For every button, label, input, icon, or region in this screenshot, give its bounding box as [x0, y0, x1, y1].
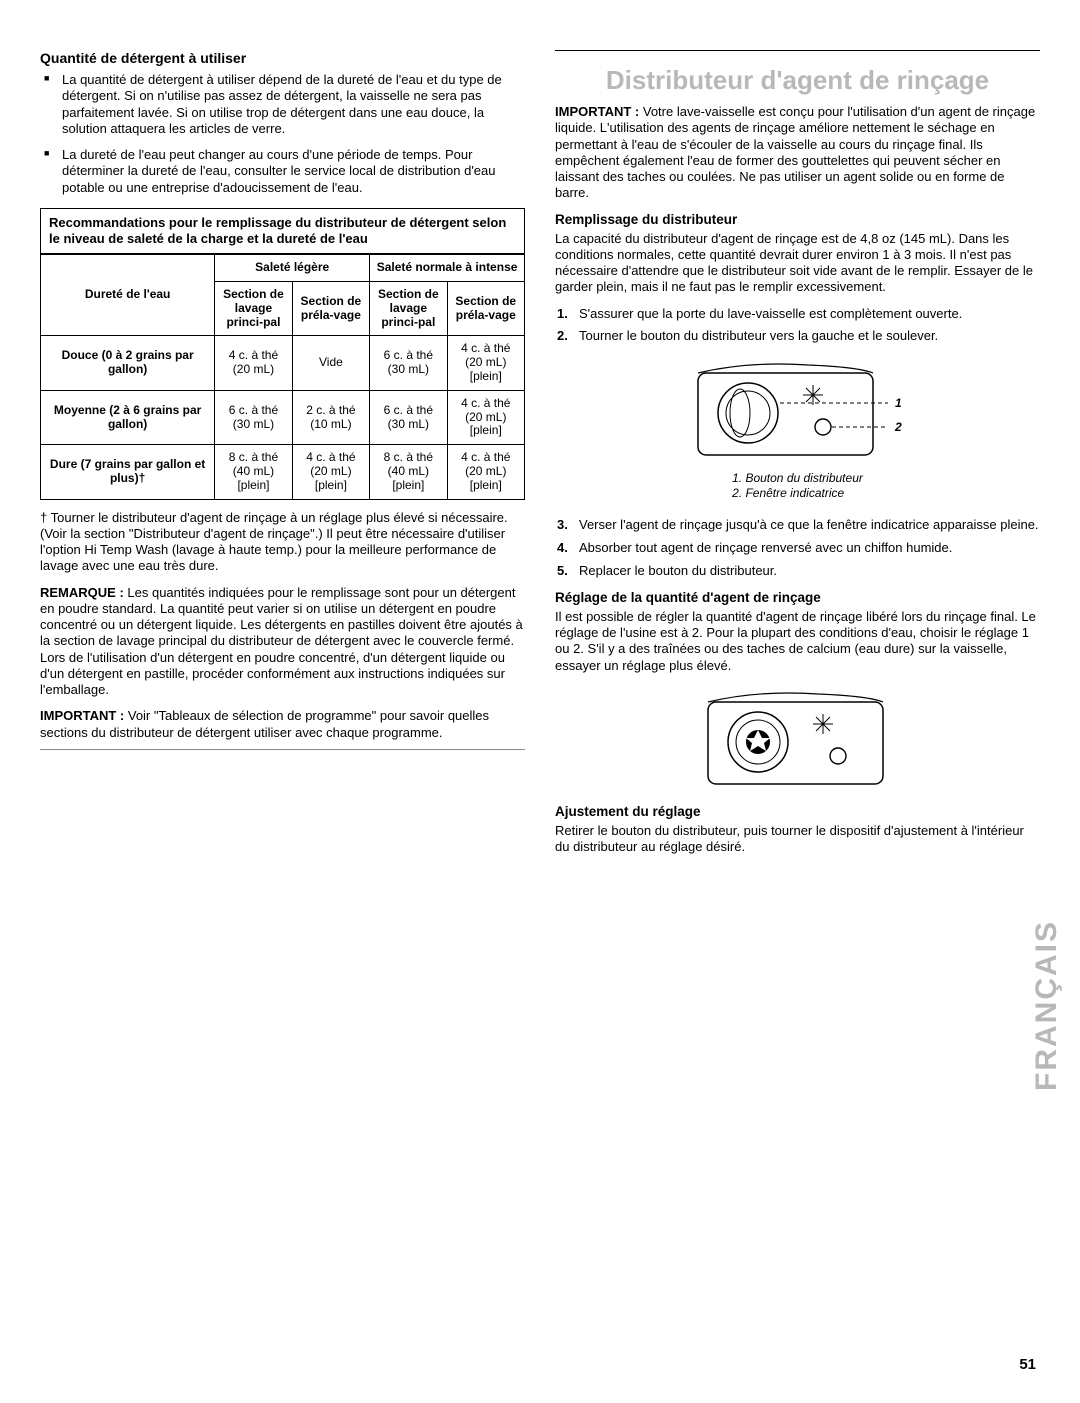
- remarque-para: REMARQUE : Les quantités indiquées pour …: [40, 585, 525, 699]
- important-label: IMPORTANT :: [40, 708, 128, 723]
- table-header-normal: Saleté normale à intense: [370, 255, 525, 282]
- step-item: 1.S'assurer que la porte du lave-vaissel…: [555, 306, 1040, 323]
- table-sub-pre: Section de préla-vage: [292, 282, 369, 336]
- diagram-label-2: 2: [894, 420, 902, 434]
- page-number: 51: [1019, 1356, 1036, 1373]
- row-label: Moyenne (2 à 6 grains par gallon): [41, 390, 215, 444]
- dispenser-svg-1: 1 2: [688, 355, 908, 465]
- row-label: Dure (7 grains par gallon et plus)†: [41, 445, 215, 499]
- cell: 6 c. à thé (30 mL): [370, 336, 447, 390]
- footnote: † Tourner le distributeur d'agent de rin…: [40, 510, 525, 575]
- diagram-caption: 1. Bouton du distributeur 2. Fenêtre ind…: [732, 471, 863, 501]
- detergent-bullets: La quantité de détergent à utiliser dépe…: [40, 72, 525, 196]
- step-text: Absorber tout agent de rinçage renversé …: [579, 540, 952, 555]
- step-item: 4.Absorber tout agent de rinçage renvers…: [555, 540, 1040, 557]
- adj-para: Il est possible de régler la quantité d'…: [555, 609, 1040, 674]
- bullet-item: La dureté de l'eau peut changer au cours…: [40, 147, 525, 196]
- step-text: Tourner le bouton du distributeur vers l…: [579, 328, 938, 343]
- intro-para: IMPORTANT : Votre lave-vaisselle est con…: [555, 104, 1040, 202]
- important-label-2: IMPORTANT :: [555, 104, 643, 119]
- adj2-heading: Ajustement du réglage: [555, 804, 1040, 819]
- table-sub-main: Section de lavage princi-pal: [215, 282, 292, 336]
- table-row: Moyenne (2 à 6 grains par gallon) 6 c. à…: [41, 390, 525, 444]
- fill-para: La capacité du distributeur d'agent de r…: [555, 231, 1040, 296]
- language-side-label: FRANÇAIS: [1030, 920, 1064, 1091]
- table-header-light: Saleté légère: [215, 255, 370, 282]
- cell: 4 c. à thé (20 mL) [plein]: [292, 445, 369, 499]
- detergent-table: Dureté de l'eau Saleté légère Saleté nor…: [40, 254, 525, 499]
- row-label: Douce (0 à 2 grains par gallon): [41, 336, 215, 390]
- step-text: Verser l'agent de rinçage jusqu'à ce que…: [579, 517, 1039, 532]
- adj2-para: Retirer le bouton du distributeur, puis …: [555, 823, 1040, 856]
- dispenser-diagram-1: 1 2 1. Bouton du distributeur 2. Fenêtre…: [555, 355, 1040, 511]
- table-sub-pre: Section de préla-vage: [447, 282, 524, 336]
- remarque-label: REMARQUE :: [40, 585, 127, 600]
- caption-line-1: 1. Bouton du distributeur: [732, 471, 863, 486]
- bullet-item: La quantité de détergent à utiliser dépe…: [40, 72, 525, 137]
- step-text: Replacer le bouton du distributeur.: [579, 563, 777, 578]
- remarque-text: Les quantités indiquées pour le rempliss…: [40, 585, 523, 698]
- dispenser-diagram-2: [555, 684, 1040, 794]
- page-columns: Quantité de détergent à utiliser La quan…: [40, 50, 1040, 865]
- table-row: Dure (7 grains par gallon et plus)† 8 c.…: [41, 445, 525, 499]
- step-item: 3.Verser l'agent de rinçage jusqu'à ce q…: [555, 517, 1040, 534]
- step-item: 5.Replacer le bouton du distributeur.: [555, 563, 1040, 580]
- table-header-hardness: Dureté de l'eau: [41, 255, 215, 336]
- cell: 2 c. à thé (10 mL): [292, 390, 369, 444]
- diagram-label-1: 1: [895, 396, 902, 410]
- left-column: Quantité de détergent à utiliser La quan…: [40, 50, 525, 865]
- fill-steps: 1.S'assurer que la porte du lave-vaissel…: [555, 306, 1040, 346]
- rinse-aid-title: Distributeur d'agent de rinçage: [555, 50, 1040, 96]
- cell: 4 c. à thé (20 mL): [215, 336, 292, 390]
- adj-heading: Réglage de la quantité d'agent de rinçag…: [555, 590, 1040, 605]
- cell: 8 c. à thé (40 mL) [plein]: [370, 445, 447, 499]
- left-heading: Quantité de détergent à utiliser: [40, 50, 525, 66]
- step-text: S'assurer que la porte du lave-vaisselle…: [579, 306, 962, 321]
- important-para: IMPORTANT : Voir "Tableaux de sélection …: [40, 708, 525, 750]
- cell: 6 c. à thé (30 mL): [215, 390, 292, 444]
- dispenser-svg-2: [688, 684, 908, 794]
- cell: 4 c. à thé (20 mL) [plein]: [447, 390, 524, 444]
- recommendation-box: Recommandations pour le remplissage du d…: [40, 208, 525, 255]
- fill-heading: Remplissage du distributeur: [555, 212, 1040, 227]
- cell: 4 c. à thé (20 mL) [plein]: [447, 336, 524, 390]
- caption-line-2: 2. Fenêtre indicatrice: [732, 486, 863, 501]
- step-item: 2.Tourner le bouton du distributeur vers…: [555, 328, 1040, 345]
- table-row: Douce (0 à 2 grains par gallon) 4 c. à t…: [41, 336, 525, 390]
- cell: 6 c. à thé (30 mL): [370, 390, 447, 444]
- cell: Vide: [292, 336, 369, 390]
- fill-steps-cont: 3.Verser l'agent de rinçage jusqu'à ce q…: [555, 517, 1040, 580]
- cell: 8 c. à thé (40 mL) [plein]: [215, 445, 292, 499]
- cell: 4 c. à thé (20 mL) [plein]: [447, 445, 524, 499]
- right-column: Distributeur d'agent de rinçage IMPORTAN…: [555, 50, 1040, 865]
- table-sub-main: Section de lavage princi-pal: [370, 282, 447, 336]
